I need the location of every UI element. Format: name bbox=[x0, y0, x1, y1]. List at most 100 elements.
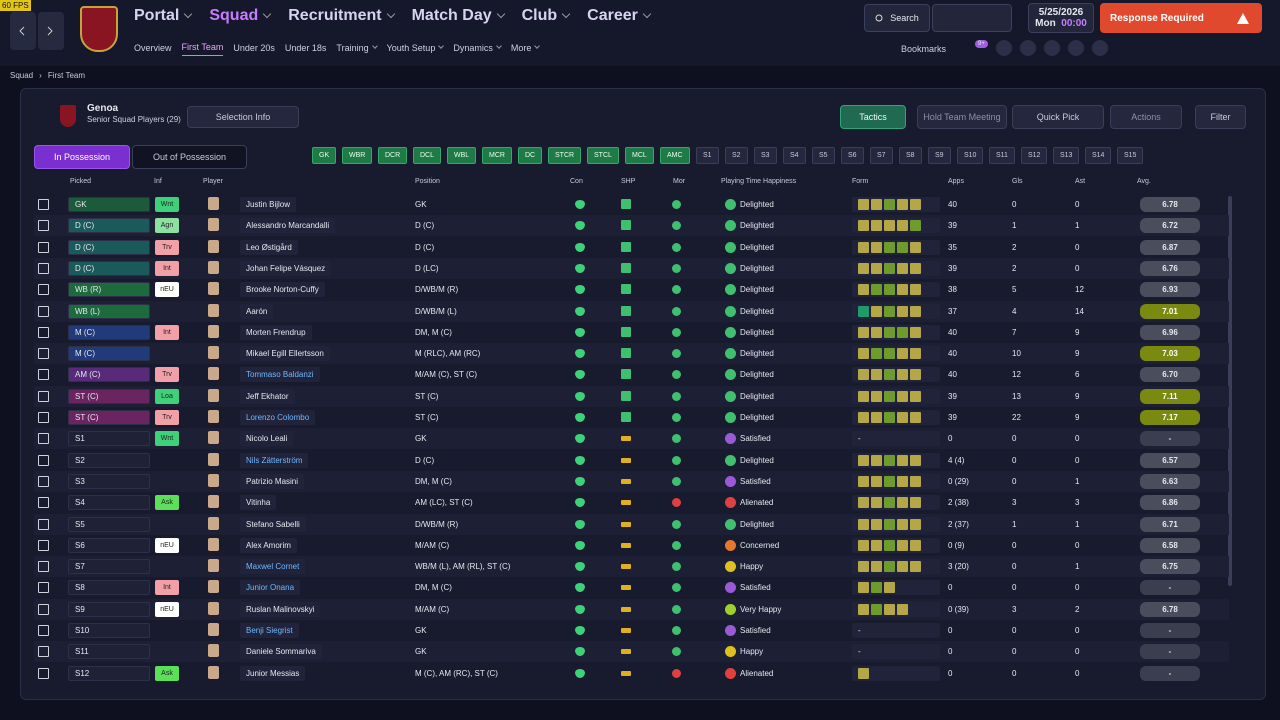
player-row[interactable]: M (C) Mikael Egill Ellertsson M (RLC), AM … bbox=[34, 343, 1229, 365]
player-name[interactable]: Johan Felipe Vásquez bbox=[240, 260, 332, 276]
sub-tab[interactable]: Under 20s bbox=[233, 42, 275, 56]
position-slot[interactable]: MCL bbox=[625, 147, 654, 164]
column-header[interactable]: Mor bbox=[673, 178, 686, 185]
picked-select[interactable]: S6 bbox=[68, 537, 150, 553]
sub-slot[interactable]: S2 bbox=[725, 147, 748, 164]
date-box[interactable]: 5/25/2026 Mon 00:00 bbox=[1028, 3, 1094, 33]
player-row[interactable]: S4 Ask Vitinha AM (LC), ST (C) Alienated 2 (3… bbox=[34, 492, 1229, 513]
crumb[interactable]: First Team bbox=[47, 71, 86, 80]
sub-tab[interactable]: Under 18s bbox=[285, 42, 327, 56]
picked-select[interactable]: M (C) bbox=[68, 324, 150, 340]
main-tab[interactable]: Recruitment bbox=[288, 7, 395, 25]
checkbox[interactable] bbox=[38, 241, 49, 253]
checkbox[interactable] bbox=[38, 199, 49, 210]
checkbox[interactable] bbox=[38, 625, 49, 636]
checkbox[interactable] bbox=[38, 390, 49, 402]
sub-tab[interactable]: Overview bbox=[134, 42, 172, 56]
column-header[interactable]: Picked bbox=[70, 178, 92, 185]
sub-slot[interactable]: S6 bbox=[841, 147, 864, 164]
player-name[interactable]: Morten Frendrup bbox=[240, 324, 312, 340]
player-name[interactable]: Tommaso Baldanzi bbox=[240, 367, 320, 383]
checkbox[interactable] bbox=[38, 497, 49, 509]
quick-pick[interactable]: Quick Pick bbox=[1012, 105, 1104, 129]
sub-slot[interactable]: S3 bbox=[754, 147, 777, 164]
column-header[interactable]: Inf bbox=[154, 178, 162, 185]
position-slot[interactable]: GK bbox=[312, 147, 337, 164]
picked-select[interactable]: S10 bbox=[68, 623, 150, 638]
player-name[interactable]: Aarón bbox=[240, 303, 274, 319]
player-name[interactable]: Stefano Sabelli bbox=[240, 516, 306, 532]
player-name[interactable]: Nicolo Leali bbox=[240, 431, 294, 447]
checkbox[interactable] bbox=[38, 518, 49, 530]
club-crest[interactable] bbox=[80, 6, 118, 52]
sub-slot[interactable]: S7 bbox=[870, 147, 893, 164]
column-header[interactable]: Ast bbox=[1075, 178, 1086, 185]
sub-slot[interactable]: S12 bbox=[1021, 147, 1048, 164]
position-slot[interactable]: AMC bbox=[660, 147, 690, 164]
picked-select[interactable]: M (C) bbox=[68, 346, 150, 362]
column-header[interactable]: Gls bbox=[1012, 178, 1023, 185]
sub-tab[interactable]: More bbox=[511, 42, 541, 56]
selection-info[interactable]: Selection Info bbox=[187, 106, 299, 128]
sub-tab[interactable]: Training bbox=[336, 42, 378, 56]
player-row[interactable]: S2 Nils Zätterström D (C) Delighted 4 (4) 0 0 6… bbox=[34, 450, 1229, 471]
player-row[interactable]: WB (L) Aarón D/WB/M (L) Delighted 37 4 14 7.01 bbox=[34, 300, 1229, 322]
player-name[interactable]: Alessandro Marcandalli bbox=[240, 218, 336, 234]
checkbox[interactable] bbox=[38, 667, 49, 679]
position-slot[interactable]: STCR bbox=[548, 147, 582, 164]
search-button[interactable]: Search bbox=[864, 4, 930, 32]
picked-select[interactable]: S5 bbox=[68, 516, 150, 532]
picked-select[interactable]: S1 bbox=[68, 431, 150, 447]
player-name[interactable]: Justin Bijlow bbox=[240, 197, 297, 212]
player-name[interactable]: Daniele Sommariva bbox=[240, 644, 322, 660]
tactics-button[interactable]: Tactics bbox=[840, 105, 906, 129]
picked-select[interactable]: S7 bbox=[68, 559, 150, 575]
player-row[interactable]: D (C) Int Johan Felipe Vásquez D (LC) Deligh… bbox=[34, 257, 1229, 279]
picked-select[interactable]: AM (C) bbox=[68, 367, 150, 383]
checkbox[interactable] bbox=[38, 433, 49, 445]
sub-slot[interactable]: S11 bbox=[989, 147, 1015, 164]
column-header[interactable]: Avg. bbox=[1137, 178, 1151, 185]
picked-select[interactable]: S8 bbox=[68, 580, 150, 596]
player-row[interactable]: ST (C) Trv Lorenzo Colombo ST (C) Delighted 3… bbox=[34, 407, 1229, 428]
picked-select[interactable]: D (C) bbox=[68, 218, 150, 234]
player-row[interactable]: S1 Wnt Nicolo Leali GK Satisfied -0 0 0- bbox=[34, 428, 1229, 450]
picked-select[interactable]: ST (C) bbox=[68, 388, 150, 404]
picked-select[interactable]: D (C) bbox=[68, 239, 150, 255]
checkbox[interactable] bbox=[38, 561, 49, 573]
column-header[interactable]: Position bbox=[415, 178, 440, 185]
quick-icons[interactable] bbox=[932, 4, 1012, 32]
in-possession-tab[interactable]: In Possession bbox=[34, 145, 130, 169]
picked-select[interactable]: GK bbox=[68, 197, 150, 212]
crumb[interactable]: Squad bbox=[10, 71, 34, 80]
player-name[interactable]: Leo Østigård bbox=[240, 239, 298, 255]
checkbox[interactable] bbox=[38, 326, 49, 338]
player-row[interactable]: S6 nEU Alex Amorim M/AM (C) Concerned 0 (9) 0 0… bbox=[34, 535, 1229, 556]
player-row[interactable]: S8 Int Junior Onana DM, M (C) Satisfied 0 0 0 - bbox=[34, 577, 1229, 598]
player-name[interactable]: Alex Amorim bbox=[240, 537, 297, 553]
player-row[interactable]: GK Wnt Justin Bijlow GK Delighted 40 0 0 6.78 bbox=[34, 194, 1229, 215]
player-row[interactable]: D (C) Trv Leo Østigård D (C) Delighted 35 2 0 6.… bbox=[34, 237, 1229, 258]
main-tab[interactable]: Club bbox=[522, 7, 571, 25]
icon[interactable] bbox=[1092, 40, 1108, 56]
picked-select[interactable]: WB (R) bbox=[68, 282, 150, 298]
player-name[interactable]: Junior Messias bbox=[240, 665, 306, 681]
player-name[interactable]: Brooke Norton-Cuffy bbox=[240, 282, 325, 298]
picked-select[interactable]: S12 bbox=[68, 665, 150, 681]
picked-select[interactable]: S4 bbox=[68, 495, 150, 511]
main-tab[interactable]: Match Day bbox=[412, 7, 505, 25]
sub-slot[interactable]: S4 bbox=[783, 147, 806, 164]
player-row[interactable]: AM (C) Trv Tommaso Baldanzi M/AM (C), ST (C… bbox=[34, 364, 1229, 385]
player-row[interactable]: S5 Stefano Sabelli D/WB/M (R) Delighted 2 (3… bbox=[34, 513, 1229, 535]
player-name[interactable]: Lorenzo Colombo bbox=[240, 410, 316, 425]
checkbox[interactable] bbox=[38, 454, 49, 466]
player-name[interactable]: Jeff Ekhator bbox=[240, 388, 295, 404]
player-row[interactable]: ST (C) Loa Jeff Ekhator ST (C) Delighted 39 13… bbox=[34, 385, 1229, 407]
sub-tab[interactable]: Dynamics bbox=[453, 42, 502, 56]
position-slot[interactable]: MCR bbox=[482, 147, 512, 164]
sub-slot[interactable]: S9 bbox=[928, 147, 951, 164]
player-row[interactable]: WB (R) nEU Brooke Norton-Cuffy D/WB/M (R) De… bbox=[34, 279, 1229, 300]
player-name[interactable]: Patrizio Masini bbox=[240, 473, 305, 489]
player-name[interactable]: Benji Siegrist bbox=[240, 623, 299, 638]
checkbox[interactable] bbox=[38, 220, 49, 232]
